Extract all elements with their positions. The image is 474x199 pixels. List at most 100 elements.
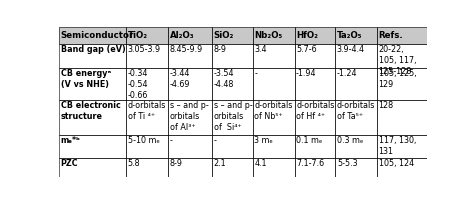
- Bar: [377, 158, 427, 177]
- Text: 0.3 mₑ: 0.3 mₑ: [337, 136, 363, 145]
- Bar: [253, 44, 295, 68]
- Text: 8-9: 8-9: [214, 45, 227, 54]
- Text: 5-10 mₑ: 5-10 mₑ: [128, 136, 160, 145]
- Bar: [336, 68, 377, 100]
- Bar: [253, 68, 295, 100]
- Bar: [59, 44, 127, 68]
- Text: -: -: [255, 69, 257, 78]
- Bar: [127, 68, 168, 100]
- Text: 5.7-6: 5.7-6: [296, 45, 317, 54]
- Bar: [212, 100, 253, 135]
- Bar: [377, 135, 427, 158]
- Text: 117, 130,
131: 117, 130, 131: [379, 136, 416, 156]
- Text: 4.1: 4.1: [255, 159, 267, 168]
- Bar: [377, 27, 427, 44]
- Bar: [377, 68, 427, 100]
- Text: 3 mₑ: 3 mₑ: [255, 136, 273, 145]
- Bar: [295, 68, 336, 100]
- Text: -: -: [214, 136, 217, 145]
- Text: mₑ*ᵇ: mₑ*ᵇ: [61, 136, 81, 145]
- Bar: [295, 135, 336, 158]
- Bar: [336, 135, 377, 158]
- Text: Ta₂O₅: Ta₂O₅: [337, 31, 363, 40]
- Text: 5.8: 5.8: [128, 159, 140, 168]
- Bar: [377, 100, 427, 135]
- Text: 8.45-9.9: 8.45-9.9: [170, 45, 203, 54]
- Bar: [59, 68, 127, 100]
- Bar: [59, 27, 127, 44]
- Bar: [212, 27, 253, 44]
- Bar: [295, 135, 336, 158]
- Bar: [336, 135, 377, 158]
- Bar: [168, 44, 212, 68]
- Text: -: -: [170, 136, 173, 145]
- Bar: [336, 27, 377, 44]
- Bar: [127, 44, 168, 68]
- Bar: [295, 27, 336, 44]
- Bar: [212, 135, 253, 158]
- Text: CB energyᵃ
(V vs NHE): CB energyᵃ (V vs NHE): [61, 69, 111, 89]
- Bar: [212, 68, 253, 100]
- Bar: [168, 135, 212, 158]
- Text: 105, 124: 105, 124: [379, 159, 414, 168]
- Bar: [127, 158, 168, 177]
- Text: 3.9-4.4: 3.9-4.4: [337, 45, 365, 54]
- Text: PZC: PZC: [61, 159, 78, 168]
- Text: SiO₂: SiO₂: [214, 31, 234, 40]
- Text: -3.44
-4.69: -3.44 -4.69: [170, 69, 190, 89]
- Text: s – and p-
orbitals
of Al³⁺: s – and p- orbitals of Al³⁺: [170, 101, 208, 132]
- Bar: [59, 158, 127, 177]
- Bar: [168, 27, 212, 44]
- Bar: [295, 100, 336, 135]
- Text: 0.1 mₑ: 0.1 mₑ: [296, 136, 322, 145]
- Bar: [253, 27, 295, 44]
- Bar: [336, 158, 377, 177]
- Bar: [336, 68, 377, 100]
- Text: Semiconductor: Semiconductor: [61, 31, 134, 40]
- Bar: [168, 135, 212, 158]
- Text: 105, 125,
129: 105, 125, 129: [379, 69, 416, 89]
- Bar: [377, 27, 427, 44]
- Bar: [59, 68, 127, 100]
- Bar: [377, 44, 427, 68]
- Bar: [127, 68, 168, 100]
- Bar: [212, 135, 253, 158]
- Bar: [127, 44, 168, 68]
- Bar: [336, 100, 377, 135]
- Bar: [212, 44, 253, 68]
- Text: 8-9: 8-9: [170, 159, 182, 168]
- Bar: [377, 68, 427, 100]
- Bar: [336, 44, 377, 68]
- Bar: [59, 100, 127, 135]
- Bar: [336, 27, 377, 44]
- Text: -3.54
-4.48: -3.54 -4.48: [214, 69, 234, 89]
- Bar: [253, 68, 295, 100]
- Bar: [336, 44, 377, 68]
- Bar: [127, 100, 168, 135]
- Text: -0.34
-0.54
-0.66: -0.34 -0.54 -0.66: [128, 69, 148, 100]
- Text: -1.94: -1.94: [296, 69, 317, 78]
- Text: 2.1: 2.1: [214, 159, 226, 168]
- Text: Nb₂O₅: Nb₂O₅: [255, 31, 283, 40]
- Bar: [253, 44, 295, 68]
- Bar: [212, 68, 253, 100]
- Text: Band gap (eV): Band gap (eV): [61, 45, 126, 54]
- Text: 7.1-7.6: 7.1-7.6: [296, 159, 324, 168]
- Bar: [253, 27, 295, 44]
- Bar: [168, 100, 212, 135]
- Bar: [127, 135, 168, 158]
- Text: Refs.: Refs.: [379, 31, 403, 40]
- Bar: [59, 135, 127, 158]
- Bar: [59, 44, 127, 68]
- Bar: [295, 27, 336, 44]
- Bar: [377, 100, 427, 135]
- Bar: [295, 44, 336, 68]
- Text: d-orbitals
of Nb⁵⁺: d-orbitals of Nb⁵⁺: [255, 101, 293, 121]
- Bar: [253, 135, 295, 158]
- Text: 20-22,
105, 117,
125-128: 20-22, 105, 117, 125-128: [379, 45, 416, 76]
- Text: CB electronic
structure: CB electronic structure: [61, 101, 120, 121]
- Bar: [59, 158, 127, 177]
- Bar: [295, 158, 336, 177]
- Bar: [127, 158, 168, 177]
- Bar: [336, 100, 377, 135]
